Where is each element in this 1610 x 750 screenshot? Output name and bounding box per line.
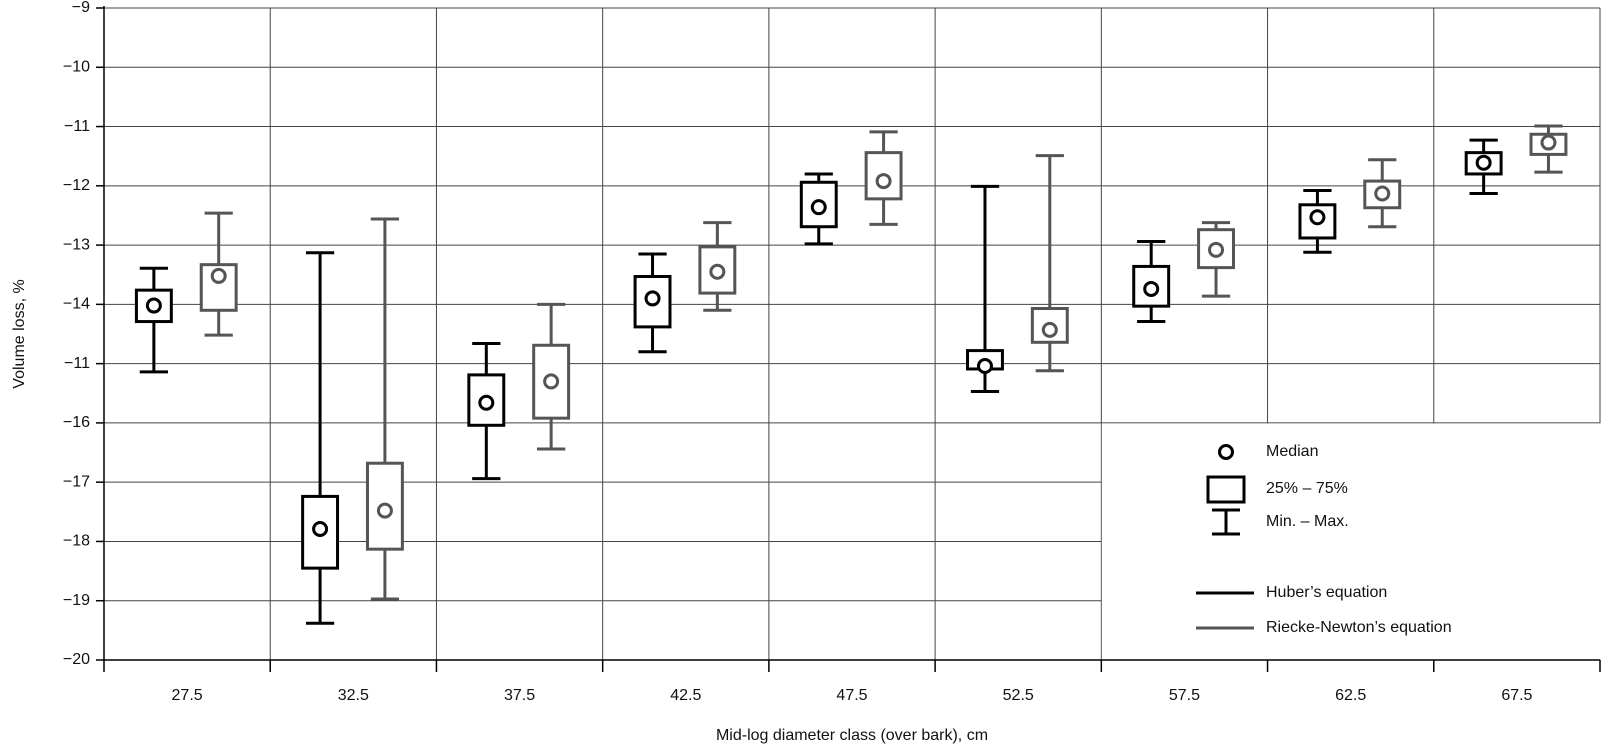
y-tick-label: −9 (72, 0, 90, 16)
x-tick-label: 32.5 (338, 687, 369, 704)
median (1041, 321, 1058, 338)
legend-label: Median (1266, 443, 1318, 460)
median (312, 521, 329, 538)
box (864, 151, 903, 201)
y-tick-label: −11 (64, 118, 90, 135)
median (145, 297, 162, 314)
legend-box-symbol (1206, 475, 1246, 504)
x-tick-label: 62.5 (1335, 687, 1366, 704)
median (644, 290, 661, 307)
y-tick-label: −20 (63, 651, 90, 668)
median (1540, 134, 1557, 151)
median (810, 199, 827, 216)
median (875, 173, 892, 190)
y-tick-label: −14 (63, 296, 90, 313)
median (1374, 185, 1391, 202)
y-tick-label: −16 (63, 414, 90, 431)
y-tick-label: −12 (63, 177, 90, 194)
x-tick-label: 37.5 (504, 687, 535, 704)
x-tick-label: 52.5 (1003, 687, 1034, 704)
median (1309, 209, 1326, 226)
median (210, 267, 227, 284)
box (1197, 228, 1235, 270)
y-tick-label: −19 (63, 592, 90, 609)
median (1143, 280, 1160, 297)
x-tick-label: 67.5 (1501, 687, 1532, 704)
y-tick-label: −13 (63, 236, 90, 253)
x-tick-label: 47.5 (836, 687, 867, 704)
legend-median-symbol (1218, 444, 1234, 460)
y-tick-label: −17 (63, 473, 90, 490)
x-axis-label: Mid-log diameter class (over bark), cm (716, 727, 988, 744)
median (478, 394, 495, 411)
legend-background (1101, 423, 1606, 660)
x-tick-label: 27.5 (172, 687, 203, 704)
legend-label: Riecke-Newton’s equation (1266, 619, 1452, 636)
median (376, 502, 393, 519)
median (976, 358, 993, 375)
legend-label: Huber’s equation (1266, 584, 1387, 601)
x-tick-label: 42.5 (670, 687, 701, 704)
x-tick-label: 57.5 (1169, 687, 1200, 704)
median (543, 373, 560, 390)
median (1475, 154, 1492, 171)
median (709, 263, 726, 280)
y-tick-label: −10 (63, 58, 90, 75)
legend-label: 25% – 75% (1266, 480, 1348, 497)
y-tick-label: −11 (64, 355, 90, 372)
legend-label: Min. – Max. (1266, 513, 1349, 530)
y-axis-label: Volume loss, % (11, 279, 28, 388)
y-tick-label: −18 (63, 533, 90, 550)
median (1208, 241, 1225, 258)
